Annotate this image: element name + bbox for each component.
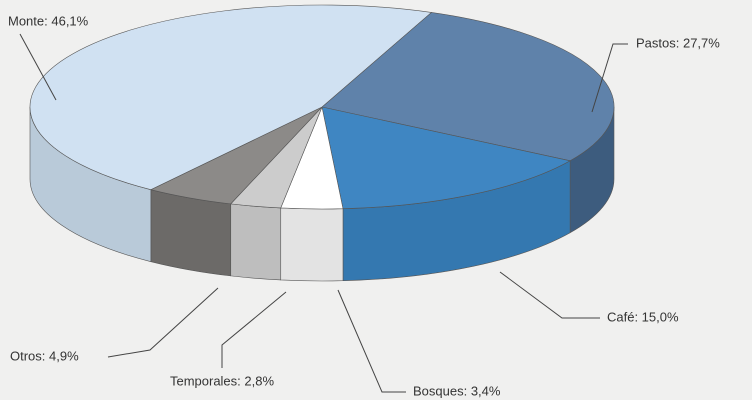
slice-label: Café: 15,0% xyxy=(607,309,679,324)
slice-label: Pastos: 27,7% xyxy=(636,35,720,50)
slice-label: Temporales: 2,8% xyxy=(170,373,274,388)
slice-label: Otros: 4,9% xyxy=(10,348,79,363)
leader-line xyxy=(591,43,628,113)
slice xyxy=(321,12,615,162)
slice xyxy=(321,106,571,210)
leader-line xyxy=(19,33,57,101)
leader-line xyxy=(221,291,287,368)
slice-label: Monte: 46,1% xyxy=(8,13,89,28)
leader-line xyxy=(499,271,600,319)
leader-line xyxy=(337,289,406,393)
slice-side xyxy=(280,207,344,282)
slice xyxy=(29,4,433,190)
slice-label: Bosques: 3,4% xyxy=(413,383,501,398)
leader-line xyxy=(107,287,219,358)
slice-side xyxy=(230,203,282,281)
